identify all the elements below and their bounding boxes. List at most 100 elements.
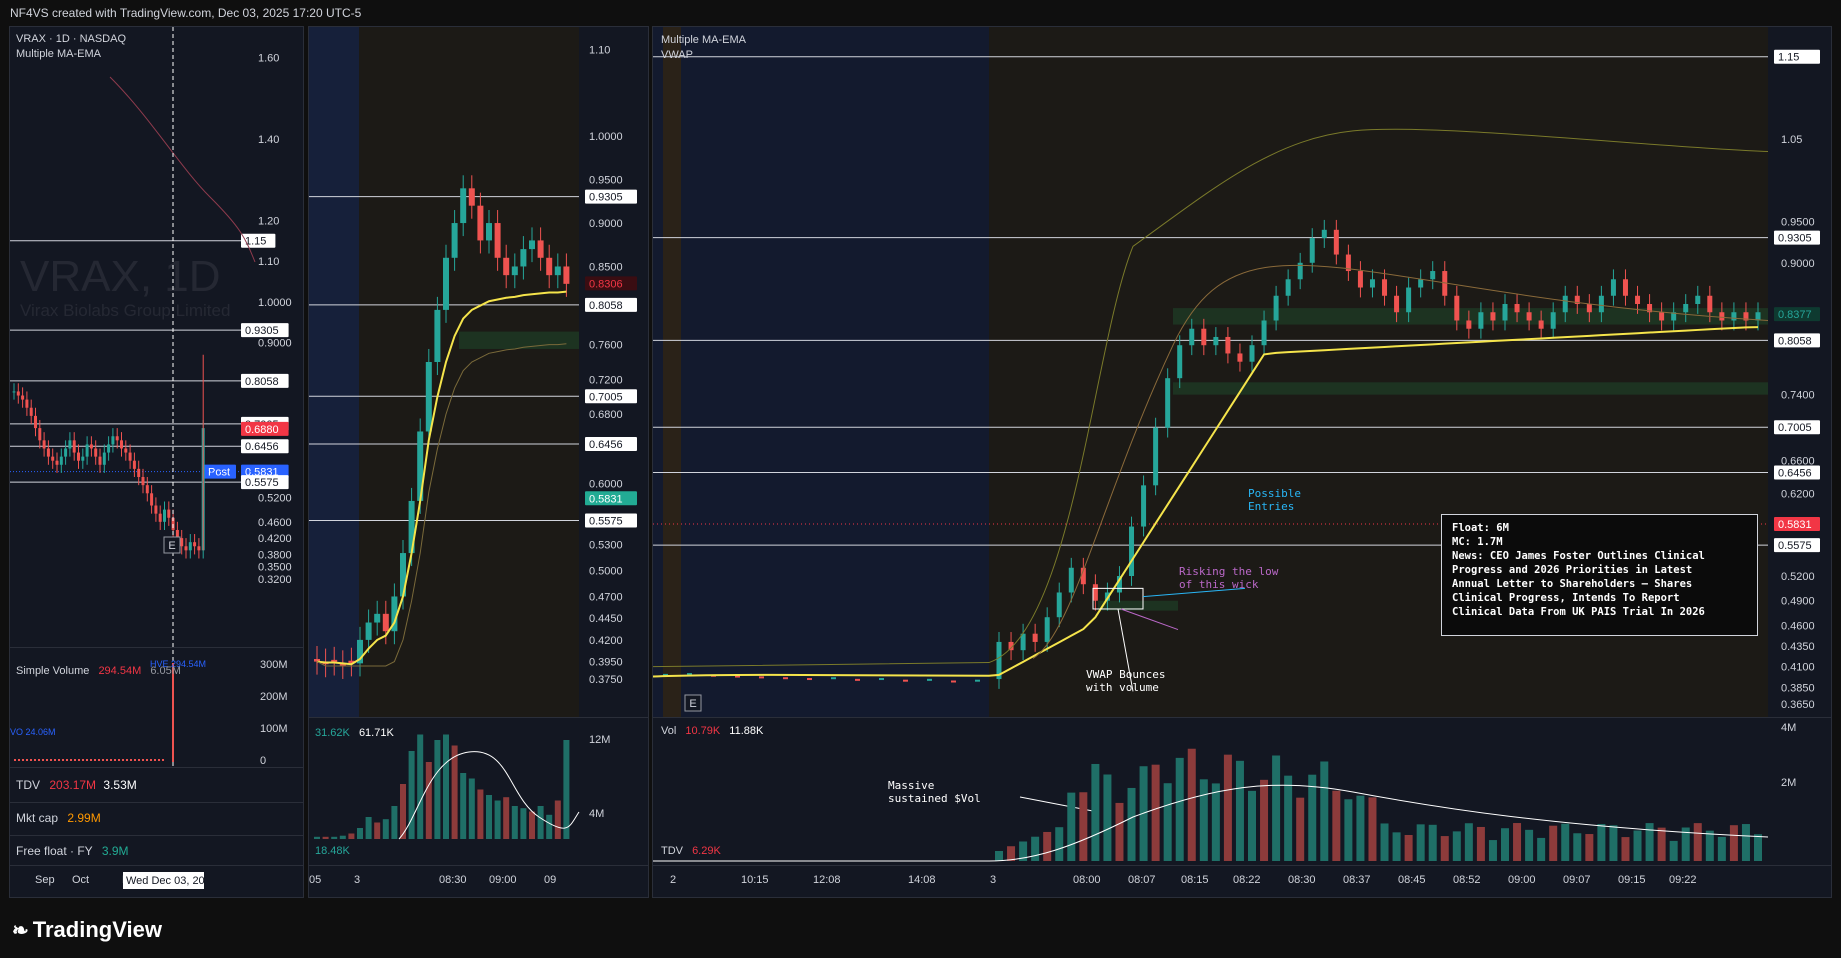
pane-separator[interactable] [653,865,1831,866]
pane-separator[interactable] [10,865,303,866]
candle-body [563,266,570,284]
candle-body [1526,312,1532,321]
volume-bar [1175,757,1184,861]
annotation-massive-volume: Massive sustained $Vol [888,779,981,805]
price-tick: 0.9000 [1781,258,1815,270]
level-label: 0.6456 [1778,467,1812,479]
indicator-ma-ema[interactable]: Multiple MA-EMA [661,34,746,46]
volume-bar [1501,828,1509,861]
session-shade-strip [663,27,681,717]
candle-body [184,546,188,551]
mktcap-label: Mkt cap [16,811,59,825]
candle-body [460,188,467,224]
candle-body [46,448,50,457]
volume-value-2: 61.71K [358,727,394,739]
candle-body [171,517,175,530]
candle-body [1165,378,1171,428]
tradingview-logo[interactable]: ❧ TradingView [12,917,162,943]
candle-body [150,493,154,506]
float-row: Free float · FY 3.9M [16,844,129,858]
pane-separator[interactable] [10,647,303,648]
volume-bar [1380,823,1389,861]
candle-body [102,452,106,465]
time-axis-label: 14:08 [908,874,936,886]
price-tick: 0.9500 [589,175,623,187]
volume-ma-line [653,784,1769,862]
indicator-vwap[interactable]: VWAP [661,49,693,61]
annotation-vwap-bounce: VWAP Bounces with volume [1086,668,1166,694]
candle-body [1068,567,1074,593]
last-price-label-bg [585,276,637,291]
candle-body [807,678,812,681]
time-axis-label: 08:30 [439,874,467,886]
volume-bar [1260,779,1269,861]
volume-bar [1609,825,1618,861]
candle-body [554,266,561,276]
candle-body [1394,295,1400,313]
level-label: 0.9305 [1778,233,1812,245]
volume-tick: 4M [589,808,604,820]
daily-chart-canvas[interactable]: 1.60 1.40 1.20 1.10 1.0000 0.9000 0.5200 0.4600… [10,27,304,898]
level-label-bg [1774,333,1820,348]
candle-body [42,440,46,449]
volume-bar [1320,761,1329,861]
volume-bar [1151,764,1160,861]
volume-bar [34,759,36,761]
float-value: 3.9M [101,844,129,858]
pane-separator[interactable] [309,717,648,718]
candle-body [1610,279,1616,296]
pane-separator[interactable] [653,717,1831,718]
earnings-marker: E [168,540,175,552]
candle-body [38,428,42,441]
volume-legend[interactable]: Vol 10.79K 11.88K [661,725,763,737]
time-axis-label: 08:00 [1073,874,1101,886]
candle-body [34,415,37,429]
volume-legend[interactable]: 31.62K 61.71K [315,727,394,739]
candle-body [16,391,20,396]
volume-bar [1657,827,1666,861]
volume-legend[interactable]: Simple Volume 294.54M 6.05M [16,665,181,677]
volume-bar [22,759,24,761]
level-label: 0.8058 [1778,335,1812,347]
price-tick: 0.5000 [589,565,623,577]
pane-separator[interactable] [309,865,648,866]
volume-tick: 300M [260,659,288,671]
level-label: 0.5575 [1778,540,1812,552]
candle-body [1201,328,1207,346]
volume-bar [1621,837,1630,861]
volume-bar [451,745,458,839]
volume-bar [322,836,329,839]
volume-bar [1368,797,1377,861]
one-minute-chart-canvas[interactable]: 1.05 0.9500 0.9000 0.7400 0.6600 0.6200 0.5200… [653,27,1832,898]
volume-bar [1404,835,1413,861]
volume-bar [1633,830,1642,861]
one-minute-chart-panel[interactable]: VRAX, 1 Virax Biolabs Group Limited 1.05… [652,26,1832,898]
price-tick: 0.9500 [1781,217,1815,229]
volume-bar [1356,795,1365,861]
volume-bar [122,759,124,761]
candle-body [443,257,449,310]
volume-bar [1019,841,1028,861]
candle-body [391,596,398,632]
pane-separator[interactable] [10,802,303,803]
five-minute-chart-panel[interactable]: VRAX, 5 Virax Biolabs Group Limited 1.10… [308,26,649,898]
price-tick: 1.60 [258,52,279,64]
volume-bar [86,759,88,761]
candle-body [529,240,535,250]
daily-chart-panel[interactable]: VRAX, 1D Virax Biolabs Group Limited 1.6… [9,26,304,898]
candle-body [783,677,788,680]
moving-average-line [316,343,567,667]
volume-bar [1440,836,1449,861]
candle-body [477,205,484,241]
time-axis-label: Sep [35,874,55,886]
level-label-bg [241,439,289,454]
candle-body [137,468,141,477]
price-tick: 0.6200 [1781,489,1815,501]
indicator-name[interactable]: Multiple MA-EMA [16,48,101,60]
pane-separator[interactable] [10,767,303,768]
last-price-label-bg [241,421,289,436]
candle-body [314,659,320,662]
pane-separator[interactable] [10,835,303,836]
price-tick: 0.5200 [258,492,292,504]
five-minute-chart-canvas[interactable]: 1.10 1.0000 0.9500 0.9000 0.8500 0.7600 0.7200… [309,27,649,898]
